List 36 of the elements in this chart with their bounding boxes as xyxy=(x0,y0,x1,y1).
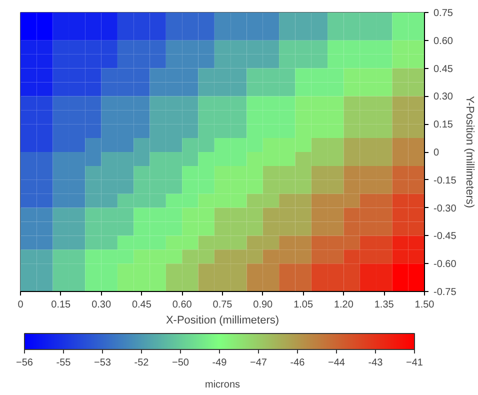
y-tick-label: 0.75 xyxy=(434,8,454,19)
color-bar-label: -52 xyxy=(134,358,150,368)
x-tick-label: 0.30 xyxy=(92,300,112,310)
x-tick-label: 1.20 xyxy=(334,300,354,310)
x-axis-title: X-Position (millimeters) xyxy=(166,314,280,326)
x-tick-label: 0.60 xyxy=(172,300,192,310)
color-bar-label: -55 xyxy=(56,358,72,368)
x-tick-label: 0.15 xyxy=(51,300,72,310)
y-tick-label: -0.75 xyxy=(434,287,457,298)
y-tick-label: 0 xyxy=(434,148,440,158)
color-bar-label: −44 xyxy=(328,358,346,368)
color-bar-label: −47 xyxy=(250,358,268,368)
color-bar-label: −56 xyxy=(16,358,34,368)
x-tick-label: 0.75 xyxy=(212,300,233,310)
y-tick-label: 0.30 xyxy=(434,92,454,103)
color-bar-label: -46 xyxy=(290,358,306,368)
color-bar-label: -49 xyxy=(212,358,228,368)
y-tick-label: -0.30 xyxy=(434,203,457,214)
y-tick-label: -0.60 xyxy=(434,259,457,270)
color-bar-label: −53 xyxy=(94,358,112,368)
x-tick-label: 0.45 xyxy=(132,300,152,310)
color-bar-label: -43 xyxy=(368,358,384,368)
y-tick-label: -0.45 xyxy=(434,231,457,242)
x-tick-label: 1.05 xyxy=(294,300,314,310)
x-tick-label: 1.50 xyxy=(414,300,435,310)
color-bar-title: microns xyxy=(205,380,240,390)
color-bar-label: −50 xyxy=(172,358,190,368)
y-tick-label: 0.15 xyxy=(434,120,454,131)
color-bar-label: −41 xyxy=(406,358,424,368)
y-tick-label: 0.60 xyxy=(434,36,454,47)
x-tick-label: 0 xyxy=(18,300,24,310)
x-tick-label: 1.35 xyxy=(374,300,394,310)
y-tick-label: -0.15 xyxy=(434,175,457,186)
y-tick-label: 0.45 xyxy=(434,64,454,75)
y-axis-title: Y-Position (millimeters) xyxy=(463,96,476,208)
x-tick-label: 0.90 xyxy=(253,300,274,310)
